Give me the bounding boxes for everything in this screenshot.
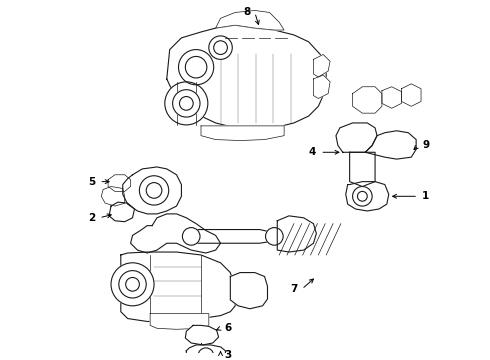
Text: 2: 2 [88, 213, 95, 223]
Circle shape [139, 176, 169, 205]
Polygon shape [353, 87, 382, 113]
Polygon shape [130, 214, 220, 253]
Polygon shape [314, 54, 330, 77]
Polygon shape [123, 167, 181, 214]
Text: 7: 7 [290, 284, 297, 294]
Circle shape [178, 50, 214, 85]
Circle shape [185, 57, 207, 78]
Circle shape [358, 192, 367, 201]
Polygon shape [186, 345, 225, 360]
Circle shape [119, 271, 146, 298]
Text: 6: 6 [225, 323, 232, 333]
Circle shape [111, 263, 154, 306]
Polygon shape [336, 123, 377, 152]
Circle shape [179, 96, 193, 110]
Circle shape [182, 228, 200, 245]
Polygon shape [365, 131, 416, 159]
Circle shape [146, 183, 162, 198]
Polygon shape [150, 314, 209, 329]
Circle shape [165, 82, 208, 125]
Polygon shape [346, 181, 389, 211]
Polygon shape [216, 10, 284, 30]
Polygon shape [230, 273, 268, 309]
Polygon shape [350, 152, 375, 186]
Text: 4: 4 [309, 147, 316, 157]
Polygon shape [109, 202, 134, 222]
Polygon shape [314, 75, 330, 99]
Polygon shape [186, 230, 277, 243]
Text: 9: 9 [422, 140, 430, 150]
Polygon shape [401, 84, 421, 106]
Circle shape [172, 90, 200, 117]
Circle shape [209, 36, 232, 59]
Polygon shape [167, 25, 326, 130]
Polygon shape [121, 252, 235, 321]
Polygon shape [277, 216, 317, 252]
Text: 3: 3 [225, 350, 232, 360]
Circle shape [126, 278, 139, 291]
Circle shape [214, 41, 227, 54]
Text: 1: 1 [422, 191, 430, 201]
Circle shape [353, 186, 372, 206]
Polygon shape [201, 126, 284, 140]
Text: 5: 5 [88, 177, 95, 186]
Polygon shape [382, 87, 401, 108]
Polygon shape [108, 175, 130, 192]
Polygon shape [185, 325, 219, 345]
Circle shape [266, 228, 283, 245]
Polygon shape [101, 186, 125, 206]
Text: 8: 8 [244, 8, 250, 17]
Circle shape [198, 348, 214, 360]
